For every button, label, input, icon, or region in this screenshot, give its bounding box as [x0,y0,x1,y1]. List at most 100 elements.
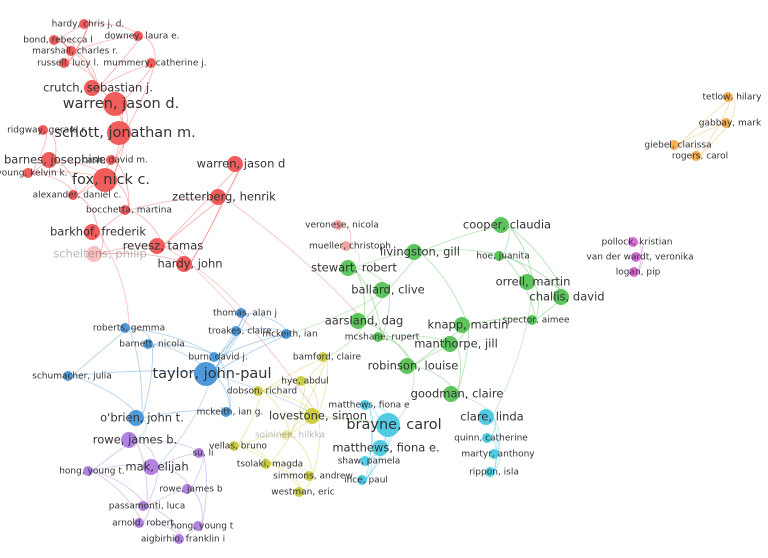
node-label: aigbirhio, franklin i [141,535,225,545]
node [174,534,184,544]
edge [341,224,352,247]
edge [289,356,328,436]
edge [637,256,644,273]
node-label: russell, lucy l. [37,59,99,69]
node-label: barnett, nicola [119,340,184,350]
node-label: rowe, james b. [93,433,177,447]
edge [261,390,291,436]
edge [269,434,291,465]
node-label: pollock, kristian [602,238,673,248]
node-label: robinson, louise [368,359,459,373]
node-label: hong, young t [171,522,234,532]
node-label: rippon, isla [469,468,519,478]
edge [289,434,314,477]
node [38,125,48,135]
node [83,466,93,476]
node [84,224,100,240]
node-label: warren, jason d [197,157,286,171]
node [294,487,304,497]
edge [189,163,242,265]
node [442,336,458,352]
node-label: vellas, bruno [209,442,268,452]
edge [128,327,143,419]
node-label: matthews, fiona e [328,401,410,411]
node-label: ridgway, gerard r. [7,126,87,136]
node-label: young, kelvin k. [0,169,68,179]
node-label: challis, david [529,290,604,304]
node [120,323,130,333]
node [493,217,509,233]
node [194,448,204,458]
node [229,441,239,451]
nodes [23,19,733,544]
node [84,80,100,96]
node-label: mckeith, ian g. [197,408,264,418]
edge [317,356,329,417]
node [357,475,367,485]
edge [237,434,291,447]
node-label: revesz, tamas [123,239,204,253]
edge [141,343,153,419]
node-label: rogers, carol [672,152,728,162]
node [59,58,69,68]
node [146,58,156,68]
node [374,282,390,298]
node [721,118,731,128]
edge [636,241,644,258]
node [494,251,504,261]
node-label: hoe, juanita [476,252,529,262]
labels: hardy, chris j. d. downey, laura e. bond, … [0,20,762,545]
edge [128,327,219,358]
edge [141,35,156,64]
edge [419,251,469,326]
node-label: hardy, john [157,257,222,271]
node-label: knapp, martin [428,318,509,332]
node [296,376,306,386]
edge [491,281,534,418]
node [489,449,499,459]
node-label: burn, david j. [188,353,247,363]
node-label: hong, young t. [59,467,125,477]
node [399,358,415,374]
edge [506,224,534,283]
node [478,409,494,425]
edge [201,452,207,527]
node [333,220,343,230]
node [360,456,370,466]
node [691,151,701,161]
node [41,152,57,168]
node-label: hye, abdul [281,377,328,387]
node-label: simmons, andrew [273,472,353,482]
edge [341,224,352,247]
node-label: warren, jason d. [63,96,179,112]
node [143,339,153,349]
edge [353,267,365,322]
node-label: gabbay, mark [699,119,762,129]
node-label: scheltens, philip [53,247,147,261]
edge [91,470,144,524]
node [261,459,271,469]
node-label: mummery, catherine j. [103,59,206,69]
node [66,46,76,56]
node [210,189,226,205]
edge [114,159,130,211]
node [350,313,366,329]
node-label: fox, nick c. [72,172,150,188]
node [519,274,535,290]
node-label: lovestone, simon [269,409,367,423]
node [121,432,137,448]
node [376,413,400,437]
node-label: manthorpe, jill [414,337,498,351]
node-label: stewart, robert [311,261,397,275]
node-label: roberts, gemma [93,324,165,334]
edge [162,245,246,314]
node [133,31,143,41]
node-label: dobson, richard [227,387,297,397]
node [221,407,231,417]
node [23,168,33,178]
node [253,386,263,396]
node-label: su, li [192,449,213,459]
node-label: passamonti, luca [109,502,186,512]
node-label: shaw, pamela [338,457,401,467]
